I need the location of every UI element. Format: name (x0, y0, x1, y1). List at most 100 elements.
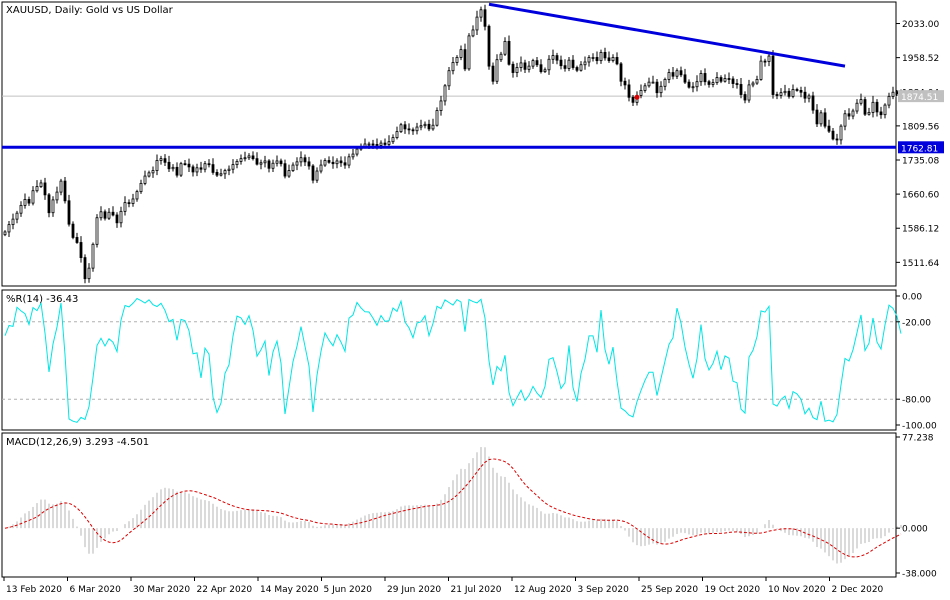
support-price-label: 1762.81 (901, 144, 938, 154)
candle-body (19, 204, 23, 214)
candle-body (267, 160, 271, 169)
candle (691, 82, 695, 93)
candle-body (711, 82, 715, 85)
candle-body (671, 72, 675, 77)
candle-body (167, 161, 171, 170)
candle-body (595, 57, 599, 62)
candle (611, 54, 615, 63)
candle (399, 122, 403, 134)
candle (511, 61, 515, 78)
resistance-trendline[interactable] (488, 2, 846, 68)
candle-body (543, 69, 547, 73)
candle-body (843, 113, 847, 127)
candle-body (127, 202, 131, 205)
candle-body (347, 156, 351, 166)
candle-body (403, 124, 407, 130)
candle-body (91, 243, 95, 269)
candle (807, 93, 811, 103)
candle-body (415, 126, 419, 132)
macd-signal-line (4, 458, 902, 558)
candle (19, 201, 23, 217)
candle (243, 151, 247, 162)
candle (887, 92, 891, 109)
candle (867, 107, 871, 116)
candle (187, 158, 191, 172)
candle (67, 194, 71, 227)
candle (199, 161, 203, 173)
candle-body (519, 62, 523, 68)
candle-body (459, 49, 463, 58)
macd-tick-label: 0.000 (902, 525, 928, 535)
candle-body (211, 164, 215, 173)
candle-body (647, 81, 651, 87)
date-tick-label: 10 Nov 2020 (768, 585, 826, 595)
candle (231, 159, 235, 174)
candle (803, 86, 807, 103)
candle-body (143, 175, 147, 184)
candle (159, 155, 163, 165)
candle-body (47, 194, 51, 214)
candle-body (787, 90, 791, 97)
candle-body (447, 70, 451, 87)
candle-body (739, 84, 743, 95)
candle (147, 170, 151, 178)
candle (127, 199, 131, 208)
candle (23, 193, 27, 209)
candle (107, 208, 111, 221)
candle-body (667, 72, 671, 80)
price-tick-label: 1511.64 (902, 259, 939, 269)
candle (579, 61, 583, 72)
candle-body (223, 170, 227, 175)
candle-body (155, 160, 159, 171)
candle (519, 56, 523, 72)
candle (175, 162, 179, 178)
candle-body (335, 160, 339, 165)
candle (335, 158, 339, 169)
candle-body (779, 92, 783, 96)
candle (863, 96, 867, 117)
candle-body (727, 78, 731, 80)
candle (679, 66, 683, 78)
candle-body (79, 242, 83, 259)
candle-body (391, 137, 395, 143)
candle-body (231, 164, 235, 170)
candle-body (275, 160, 279, 164)
candle (607, 51, 611, 63)
candle-body (111, 211, 115, 216)
wr-tick-label: 0.00 (902, 293, 922, 303)
candle (423, 121, 427, 129)
candle-body (703, 73, 707, 83)
candle-body (507, 40, 511, 65)
candle (219, 168, 223, 177)
candle-body (679, 70, 683, 76)
candle (351, 149, 355, 160)
candle-body (187, 163, 191, 168)
candle (71, 221, 75, 240)
candle (3, 230, 7, 237)
candle (411, 127, 415, 135)
candle-body (751, 82, 755, 86)
candle-body (695, 81, 699, 88)
candle (699, 70, 703, 86)
price-tick-label: 1809.56 (902, 122, 939, 132)
date-tick-label: 13 Feb 2020 (6, 585, 62, 595)
candle (563, 59, 567, 72)
candle (535, 56, 539, 68)
candle-body (815, 109, 819, 125)
candle-body (615, 57, 619, 65)
candle (11, 213, 15, 230)
candle (239, 154, 243, 165)
current-price-badge (898, 90, 944, 103)
axes: 2033.001958.521884.041809.561735.081660.… (3, 20, 944, 595)
candle (791, 84, 795, 99)
candle (583, 56, 587, 70)
candle (275, 155, 279, 167)
candle (787, 88, 791, 99)
candle (179, 161, 183, 177)
candle (639, 84, 643, 99)
candle (31, 186, 35, 206)
candle-body (515, 67, 519, 73)
candle (507, 35, 511, 66)
price-tick-label: 1660.60 (902, 191, 939, 201)
